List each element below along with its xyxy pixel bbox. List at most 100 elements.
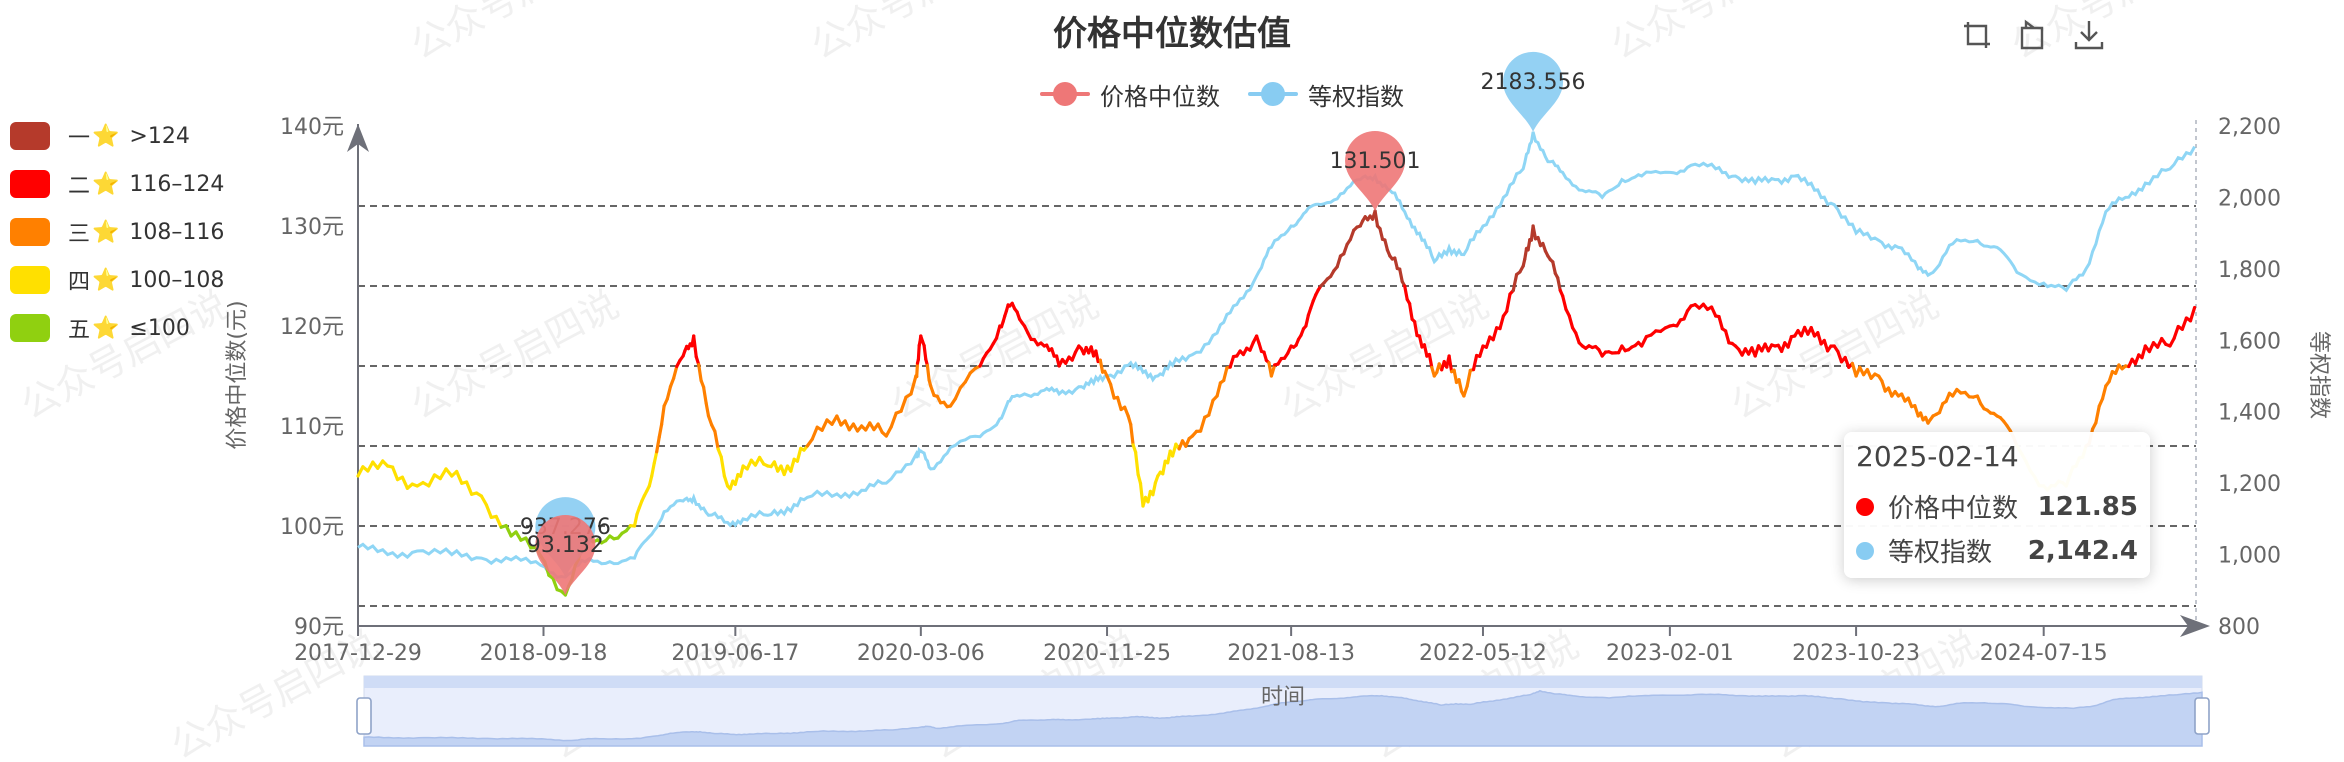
price-median-segment: [1567, 314, 1575, 330]
dot-icon: [1856, 497, 1874, 516]
legend-symbol: [1040, 82, 1090, 106]
x-tick-label: 2019-06-17: [671, 641, 799, 666]
range-label: ≤100: [129, 315, 190, 341]
y-left-tick-label: 140元: [280, 115, 344, 140]
rank-label: 一: [68, 126, 91, 151]
price-median-segment: [1335, 254, 1343, 269]
price-median-segment: [494, 514, 503, 529]
legend-item-price-median[interactable]: 价格中位数: [1040, 77, 1220, 112]
legend-item-equal-weight-index[interactable]: 等权指数: [1248, 77, 1404, 112]
range-label: 108–116: [129, 219, 225, 245]
price-median-segment: [915, 361, 920, 379]
pin-label: 93.132: [527, 533, 604, 558]
visual-map-item-3[interactable]: 三 ⭐ 108–116: [10, 208, 224, 256]
price-median-segment: [1471, 353, 1479, 372]
index-max-pin: 2183.556: [1481, 51, 1586, 132]
price-median-segment: [1417, 334, 1424, 349]
x-tick-label: 2023-02-01: [1606, 641, 1734, 666]
equal-weight-index-line: [357, 131, 2196, 580]
price-median-segment: [1786, 335, 1794, 349]
datazoom-left-handle[interactable]: [356, 697, 372, 735]
rank-label: 二: [68, 174, 91, 199]
price-median-segment: [1717, 315, 1724, 331]
price-median-segment: [632, 512, 639, 528]
price-median-segment: [1129, 422, 1135, 447]
price-median-segment: [650, 461, 656, 478]
price-median-segment: [356, 465, 365, 478]
price-median-segment: [455, 469, 464, 485]
price-median-segment: [1531, 224, 1538, 241]
y-right-tick-label: 1,000: [2218, 544, 2281, 569]
price-median-segment: [692, 334, 698, 359]
price-median-segment: [2094, 404, 2101, 425]
download-icon[interactable]: [2072, 18, 2106, 52]
price-median-segment: [647, 474, 654, 488]
price-median-segment: [1151, 481, 1158, 497]
tooltip-row-equal-weight-index: 等权指数 2,142.4: [1856, 532, 2138, 569]
x-tick-label: 2021-08-13: [1227, 641, 1355, 666]
tooltip-date: 2025-02-14: [1856, 440, 2019, 473]
x-tick-label: 2023-10-23: [1792, 641, 1920, 666]
price-median-segment: [1484, 335, 1492, 349]
visual-map-item-2[interactable]: 二 ⭐ 116–124: [10, 160, 224, 208]
watermark-text: 公众号启四说: [884, 282, 1106, 428]
price-median-segment: [713, 429, 720, 451]
price-median-segment: [1816, 331, 1823, 346]
tooltip-series-value: 2,142.4: [2027, 535, 2138, 566]
price-median-segment: [1108, 382, 1116, 400]
chart-title: 价格中位数估值: [1053, 14, 1291, 54]
price-median-segment: [1574, 331, 1581, 345]
legend-dot-icon: [1261, 82, 1285, 106]
x-axis-title: 时间: [1261, 685, 1305, 710]
price-median-segment: [551, 576, 559, 592]
price-median-segment: [909, 374, 918, 396]
price-median-segment: [1511, 272, 1519, 292]
left-axis-arrow-icon: [347, 124, 369, 152]
price-median-segment: [1723, 329, 1731, 345]
price-median-segment: [659, 404, 666, 426]
price-median-segment: [1880, 379, 1887, 393]
swatch-icon: [10, 314, 50, 342]
visual-map-item-4[interactable]: 四 ⭐ 100–108: [10, 256, 224, 304]
range-label: >124: [129, 123, 190, 149]
y-right-tick-label: 2,000: [2218, 186, 2281, 211]
price-median-segment: [733, 473, 740, 486]
price-median-segment: [1465, 368, 1472, 388]
star-icon: ⭐: [92, 171, 120, 197]
visual-map-item-5[interactable]: 五 ⭐ ≤100: [10, 304, 224, 352]
x-axis-arrow-icon: [2180, 615, 2210, 637]
x-tick-label: 2017-12-29: [294, 641, 422, 666]
y-left-tick-label: 110元: [280, 415, 344, 440]
price-median-segment: [1457, 378, 1464, 393]
price-median-segment: [1133, 450, 1140, 476]
pin-marker-icon: [1503, 51, 1564, 132]
tooltip-series-name: 等权指数: [1888, 538, 1993, 568]
price-median-segment: [889, 411, 898, 429]
y-right-tick-label: 1,400: [2218, 401, 2281, 426]
price-median-segment: [1709, 305, 1718, 318]
price-median-segment: [665, 384, 673, 401]
watermark-text: 公众号启四说: [1274, 282, 1496, 428]
price-median-segment: [922, 343, 928, 361]
price-median-segment: [1094, 349, 1100, 364]
price-median-segment: [2180, 316, 2188, 331]
price-median-segment: [400, 475, 409, 490]
price-median-segment: [1161, 459, 1167, 476]
restore-icon[interactable]: [2016, 18, 2050, 52]
visual-map-item-1[interactable]: 一 ⭐ >124: [10, 112, 224, 160]
y-right-tick-label: 2,200: [2218, 115, 2281, 140]
star-icon: ⭐: [92, 267, 120, 293]
price-median-segment: [884, 425, 893, 438]
zoom-icon[interactable]: [1960, 18, 1994, 52]
price-median-segment: [504, 523, 513, 538]
datazoom-preview-area: [363, 689, 2203, 747]
price-median-segment: [704, 401, 711, 418]
datazoom-right-handle[interactable]: [2194, 697, 2210, 735]
price-median-segment: [655, 435, 661, 454]
price-median-segment: [1198, 415, 1207, 433]
price-median-segment: [427, 473, 437, 488]
rank-label: 三: [68, 222, 91, 247]
pin-label: 2183.556: [1481, 70, 1586, 95]
x-tick-label: 2020-11-25: [1043, 641, 1171, 666]
price-median-segment: [701, 385, 708, 405]
